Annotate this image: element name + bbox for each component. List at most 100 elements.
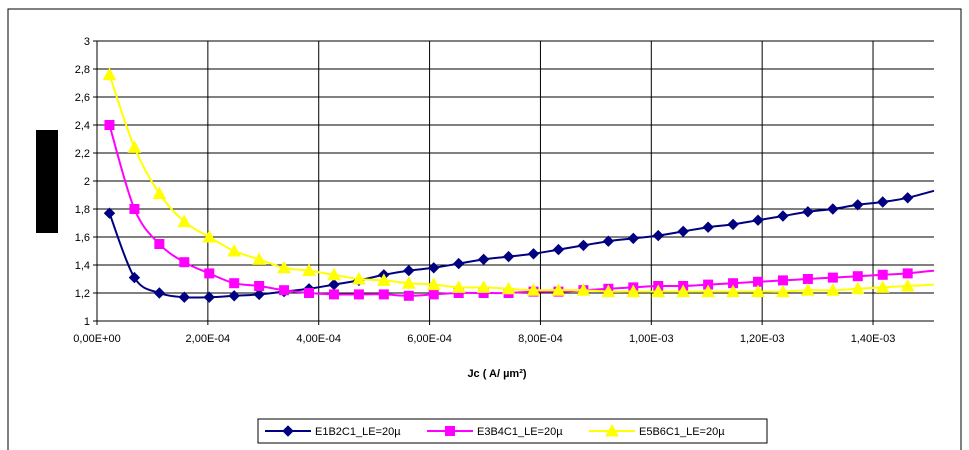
series-line — [108, 189, 935, 299]
series-line — [108, 124, 935, 297]
data-point — [802, 274, 813, 284]
x-tick-label: 8,00E-04 — [518, 333, 563, 345]
legend-label: E5B6C1_LE=20µ — [639, 426, 725, 438]
data-point — [801, 283, 815, 296]
x-tick-label: 1,20E-03 — [740, 333, 785, 345]
data-point — [900, 278, 915, 292]
x-axis-title: Jc ( A/ µm²) — [467, 368, 526, 380]
data-point — [677, 225, 689, 238]
data-point — [752, 214, 764, 226]
data-point — [353, 289, 364, 300]
data-point — [651, 284, 666, 298]
data-point — [302, 263, 316, 277]
data-point — [602, 235, 615, 247]
data-point — [154, 239, 165, 249]
data-point — [827, 203, 839, 215]
data-point — [129, 204, 140, 214]
y-tick-label: 1,6 — [75, 232, 90, 244]
data-point — [128, 271, 141, 284]
data-point — [178, 291, 191, 303]
x-tick-label: 6,00E-04 — [407, 333, 452, 345]
legend: E1B2C1_LE=20µ E3B4C1_LE=20µ E5B6C1_LE=20µ — [257, 418, 768, 444]
axes: 1 1,2 1,4 1,6 1,8 2 2,2 2,4 2,6 2,8 3 0,00E+00 2,00E… — [73, 36, 934, 345]
data-point — [776, 284, 790, 298]
y-tick-label: 1,4 — [75, 260, 90, 272]
x-tick-label: 1,40E-03 — [851, 333, 896, 345]
data-point — [502, 250, 515, 263]
data-point — [104, 120, 115, 130]
data-point — [202, 229, 217, 243]
data-point — [127, 140, 142, 153]
y-tick-label: 2,2 — [75, 148, 90, 160]
data-point — [277, 260, 291, 274]
data-point — [377, 273, 391, 286]
data-point — [403, 290, 414, 301]
data-point — [527, 248, 540, 260]
data-point — [577, 239, 590, 252]
data-point — [179, 257, 190, 268]
legend-label: E1B2C1_LE=20µ — [315, 426, 401, 438]
data-point — [777, 275, 788, 286]
data-point — [103, 207, 116, 219]
legend-swatch-marker — [605, 423, 619, 437]
data-point — [501, 281, 516, 295]
legend-item: E3B4C1_LE=20µ — [427, 426, 563, 438]
data-point — [476, 280, 491, 293]
x-tick-label: 1,00E-03 — [629, 333, 674, 345]
legend-swatch-marker — [445, 426, 455, 436]
data-point — [901, 192, 914, 204]
y-tick-label: 1,8 — [75, 204, 90, 216]
data-point — [451, 280, 466, 293]
y-tick-label: 1 — [84, 316, 90, 328]
y-tick-label: 2,6 — [75, 92, 90, 104]
data-point — [551, 283, 566, 296]
data-point — [652, 229, 664, 242]
x-tick-label: 0,00E+00 — [73, 333, 120, 345]
data-point — [426, 277, 441, 291]
data-point — [177, 214, 192, 228]
data-point — [626, 284, 641, 298]
data-point — [877, 269, 888, 280]
data-point — [203, 291, 215, 303]
legend-box — [257, 418, 768, 444]
y-tick-label: 2 — [84, 176, 90, 188]
data-point — [702, 221, 714, 233]
series-layer — [102, 67, 935, 303]
data-point — [902, 268, 913, 279]
y-tick-label: 2,4 — [75, 120, 90, 132]
data-point — [726, 284, 740, 298]
data-point — [526, 283, 541, 296]
series-line — [108, 74, 935, 293]
data-point — [254, 281, 265, 291]
data-point — [850, 281, 865, 295]
data-point — [825, 283, 840, 296]
redacted-block — [36, 130, 58, 233]
data-point — [751, 284, 765, 298]
data-point — [153, 287, 166, 299]
data-point — [777, 210, 789, 222]
data-point — [229, 278, 240, 289]
data-point — [328, 289, 339, 300]
data-point — [428, 262, 440, 274]
series-1 — [103, 189, 935, 303]
data-point — [701, 284, 715, 298]
gridlines — [97, 40, 934, 321]
data-point — [227, 243, 242, 257]
data-point — [304, 288, 315, 298]
legend-item: E5B6C1_LE=20µ — [589, 423, 725, 438]
data-point — [401, 276, 416, 289]
data-point — [403, 264, 415, 277]
data-point — [601, 284, 616, 298]
x-tick-label: 2,00E-04 — [186, 333, 231, 345]
data-point — [477, 253, 490, 266]
data-point — [102, 67, 117, 81]
data-point — [852, 271, 863, 282]
data-point — [279, 285, 290, 296]
data-point — [552, 243, 565, 256]
data-point — [852, 199, 864, 211]
data-point — [428, 289, 439, 300]
data-point — [877, 196, 889, 208]
data-point — [252, 252, 266, 265]
x-tick-label: 4,00E-04 — [296, 333, 341, 345]
